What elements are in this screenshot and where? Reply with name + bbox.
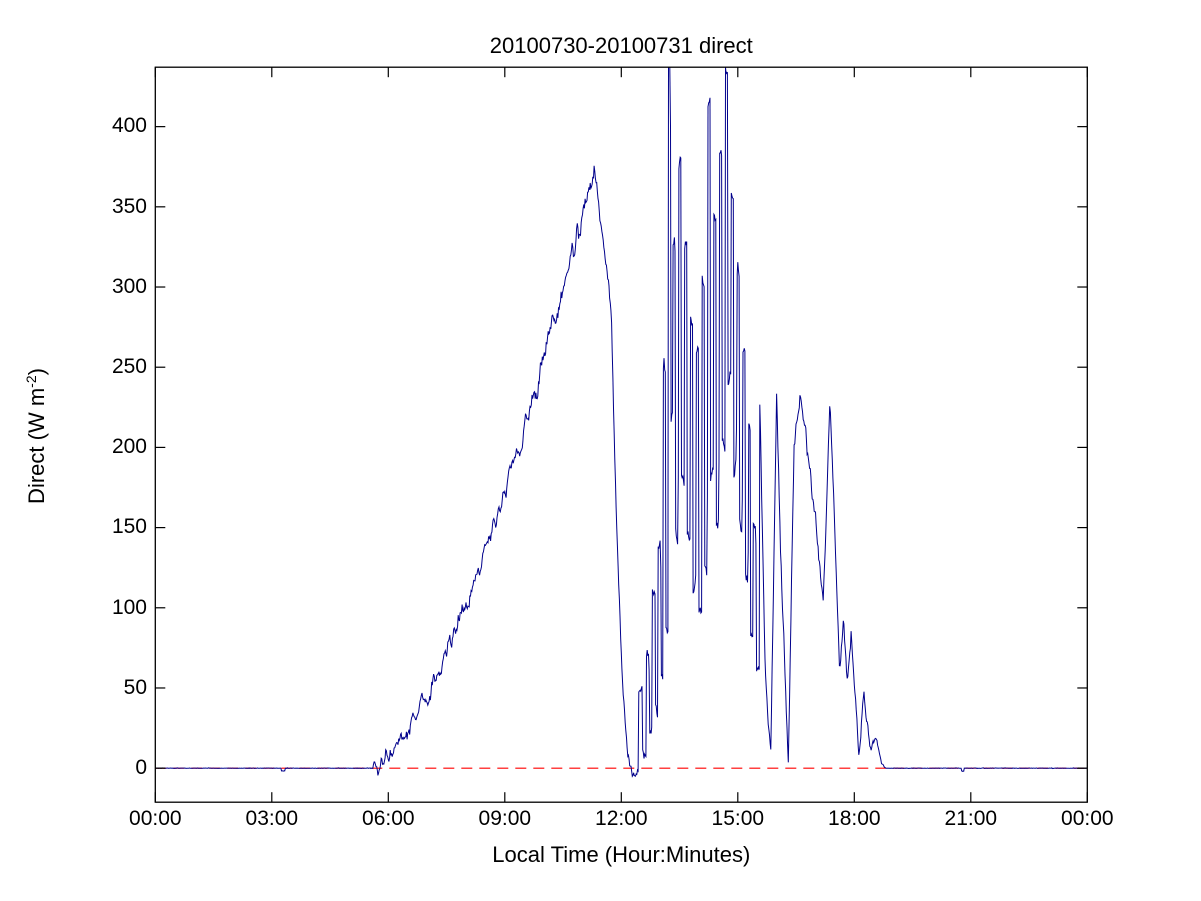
svg-text:300: 300	[112, 275, 147, 298]
svg-text:20100730-20100731 direct: 20100730-20100731 direct	[490, 33, 753, 58]
svg-text:350: 350	[112, 195, 147, 218]
svg-text:0: 0	[135, 756, 147, 779]
svg-text:12:00: 12:00	[595, 807, 648, 830]
svg-text:03:00: 03:00	[246, 807, 299, 830]
svg-text:21:00: 21:00	[945, 807, 998, 830]
svg-text:50: 50	[124, 676, 147, 699]
svg-text:150: 150	[112, 515, 147, 538]
svg-text:400: 400	[112, 114, 147, 137]
svg-text:09:00: 09:00	[479, 807, 532, 830]
svg-text:250: 250	[112, 355, 147, 378]
svg-text:18:00: 18:00	[828, 807, 881, 830]
svg-text:00:00: 00:00	[129, 807, 182, 830]
svg-text:06:00: 06:00	[362, 807, 415, 830]
svg-text:100: 100	[112, 596, 147, 619]
svg-text:15:00: 15:00	[712, 807, 765, 830]
svg-text:Direct (W m-2): Direct (W m-2)	[23, 368, 49, 504]
svg-text:00:00: 00:00	[1061, 807, 1114, 830]
svg-text:Local Time (Hour:Minutes): Local Time (Hour:Minutes)	[492, 842, 750, 867]
svg-text:200: 200	[112, 435, 147, 458]
